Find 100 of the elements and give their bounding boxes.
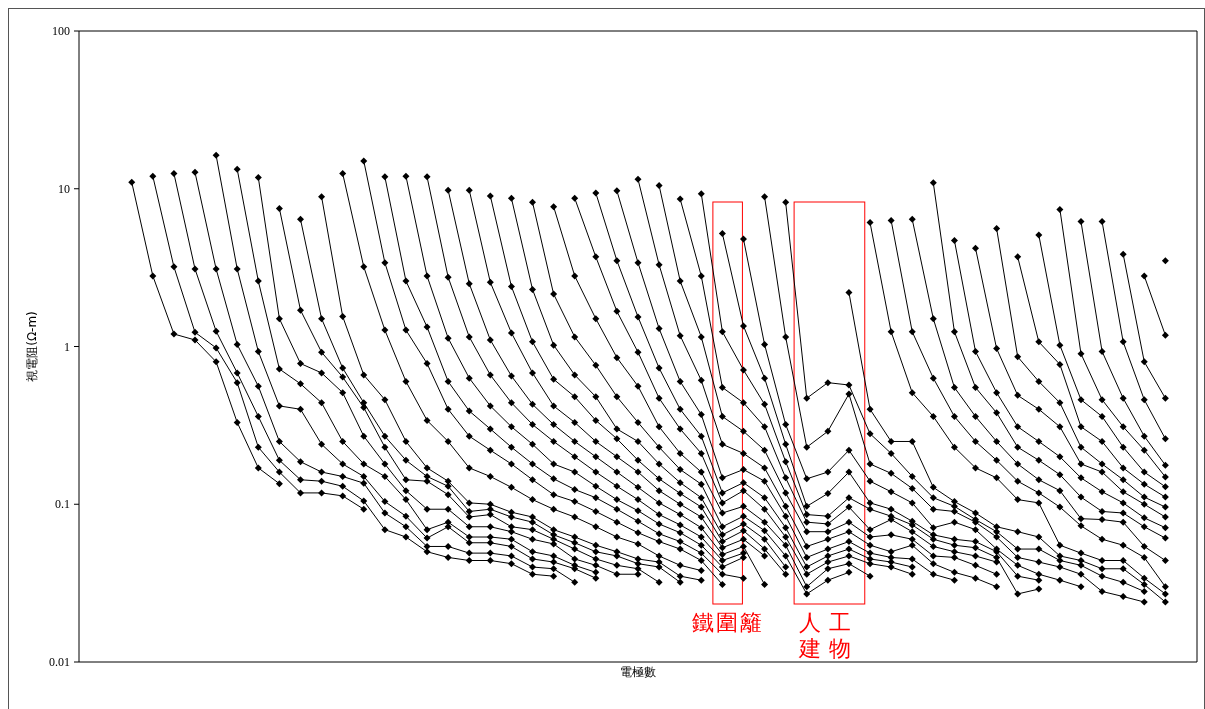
point [592, 494, 600, 502]
point [718, 538, 726, 546]
point [318, 477, 326, 485]
point [929, 412, 937, 420]
point [972, 464, 980, 472]
point [845, 468, 853, 476]
point [507, 535, 515, 543]
point [381, 173, 389, 181]
point [444, 334, 452, 342]
point [529, 526, 537, 534]
point [1077, 583, 1085, 591]
point [444, 491, 452, 499]
point [402, 496, 410, 504]
point [444, 477, 452, 485]
point [1098, 396, 1106, 404]
point [296, 489, 304, 497]
point [993, 570, 1001, 578]
x-axis-title: 電極數 [620, 665, 656, 679]
point [296, 380, 304, 388]
point [191, 328, 199, 336]
point [1014, 391, 1022, 399]
point [697, 411, 705, 419]
point [803, 394, 811, 402]
point [697, 376, 705, 384]
point [1119, 443, 1127, 451]
point [950, 535, 958, 543]
point [212, 327, 220, 335]
point [381, 326, 389, 334]
point [634, 529, 642, 537]
point [465, 499, 473, 507]
point [1140, 272, 1148, 280]
point [1035, 476, 1043, 484]
point [1119, 488, 1127, 496]
point [275, 456, 283, 464]
point [655, 443, 663, 451]
point [381, 472, 389, 480]
point [676, 521, 684, 529]
point [360, 505, 368, 513]
point [1161, 583, 1169, 591]
point [550, 491, 558, 499]
point [866, 499, 874, 507]
point [402, 378, 410, 385]
point [486, 533, 494, 541]
point [718, 489, 726, 497]
point [613, 187, 621, 195]
point [908, 472, 916, 480]
point [1140, 493, 1148, 501]
point [1035, 456, 1043, 464]
point [1119, 338, 1127, 346]
point [634, 175, 642, 183]
point [339, 389, 347, 397]
point [486, 539, 494, 547]
point [908, 570, 916, 578]
point [529, 555, 537, 563]
point [697, 480, 705, 488]
point [1119, 557, 1127, 564]
point [149, 272, 157, 280]
point [1098, 460, 1106, 468]
point [739, 549, 747, 557]
point [697, 503, 705, 511]
point [1014, 423, 1022, 431]
point [486, 371, 494, 379]
point [444, 542, 452, 550]
point [571, 194, 579, 202]
point [360, 432, 368, 440]
point [718, 557, 726, 564]
point [634, 496, 642, 504]
point [950, 328, 958, 336]
point [908, 499, 916, 507]
point [655, 530, 663, 538]
point [170, 169, 178, 177]
point [761, 446, 769, 454]
point [254, 412, 262, 420]
point [1161, 483, 1169, 491]
point [761, 527, 769, 535]
point [1014, 477, 1022, 485]
point [866, 219, 874, 227]
point [739, 449, 747, 457]
point [908, 328, 916, 336]
point [529, 548, 537, 556]
point [1056, 423, 1064, 431]
point [655, 475, 663, 483]
point [486, 523, 494, 531]
point [613, 505, 621, 513]
point [1035, 338, 1043, 346]
point [972, 383, 980, 391]
point [1119, 518, 1127, 526]
point [318, 489, 326, 497]
point [381, 460, 389, 468]
point [887, 449, 895, 457]
point [254, 382, 262, 390]
point [1140, 598, 1148, 606]
point [592, 523, 600, 531]
point [1161, 435, 1169, 443]
point [929, 542, 937, 550]
point [655, 181, 663, 189]
point [634, 456, 642, 464]
point [550, 565, 558, 573]
point [191, 336, 199, 344]
point [1140, 396, 1148, 404]
